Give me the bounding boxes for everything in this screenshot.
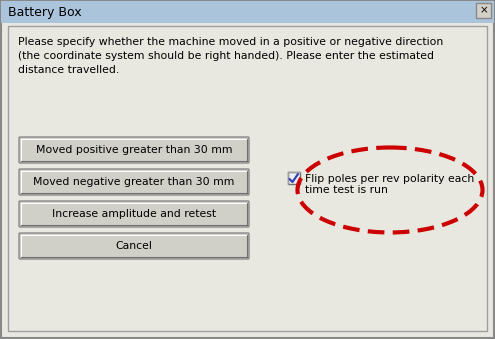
- Text: ×: ×: [479, 5, 488, 16]
- Text: Cancel: Cancel: [115, 241, 152, 251]
- Text: Moved negative greater than 30 mm: Moved negative greater than 30 mm: [33, 177, 235, 187]
- Text: Please specify whether the machine moved in a positive or negative direction: Please specify whether the machine moved…: [18, 37, 443, 47]
- Text: Increase amplitude and retest: Increase amplitude and retest: [52, 209, 216, 219]
- FancyBboxPatch shape: [8, 26, 487, 331]
- Text: distance travelled.: distance travelled.: [18, 65, 119, 75]
- FancyBboxPatch shape: [19, 201, 249, 227]
- Text: Moved positive greater than 30 mm: Moved positive greater than 30 mm: [36, 145, 232, 155]
- FancyBboxPatch shape: [19, 137, 249, 163]
- Text: Flip poles per rev polarity each: Flip poles per rev polarity each: [305, 174, 474, 184]
- FancyBboxPatch shape: [19, 233, 249, 259]
- FancyBboxPatch shape: [1, 1, 494, 23]
- FancyBboxPatch shape: [288, 172, 300, 184]
- Text: time test is run: time test is run: [305, 185, 388, 195]
- FancyBboxPatch shape: [19, 169, 249, 195]
- Text: (the coordinate system should be right handed). Please enter the estimated: (the coordinate system should be right h…: [18, 51, 434, 61]
- FancyBboxPatch shape: [476, 3, 491, 18]
- Text: Battery Box: Battery Box: [8, 6, 82, 19]
